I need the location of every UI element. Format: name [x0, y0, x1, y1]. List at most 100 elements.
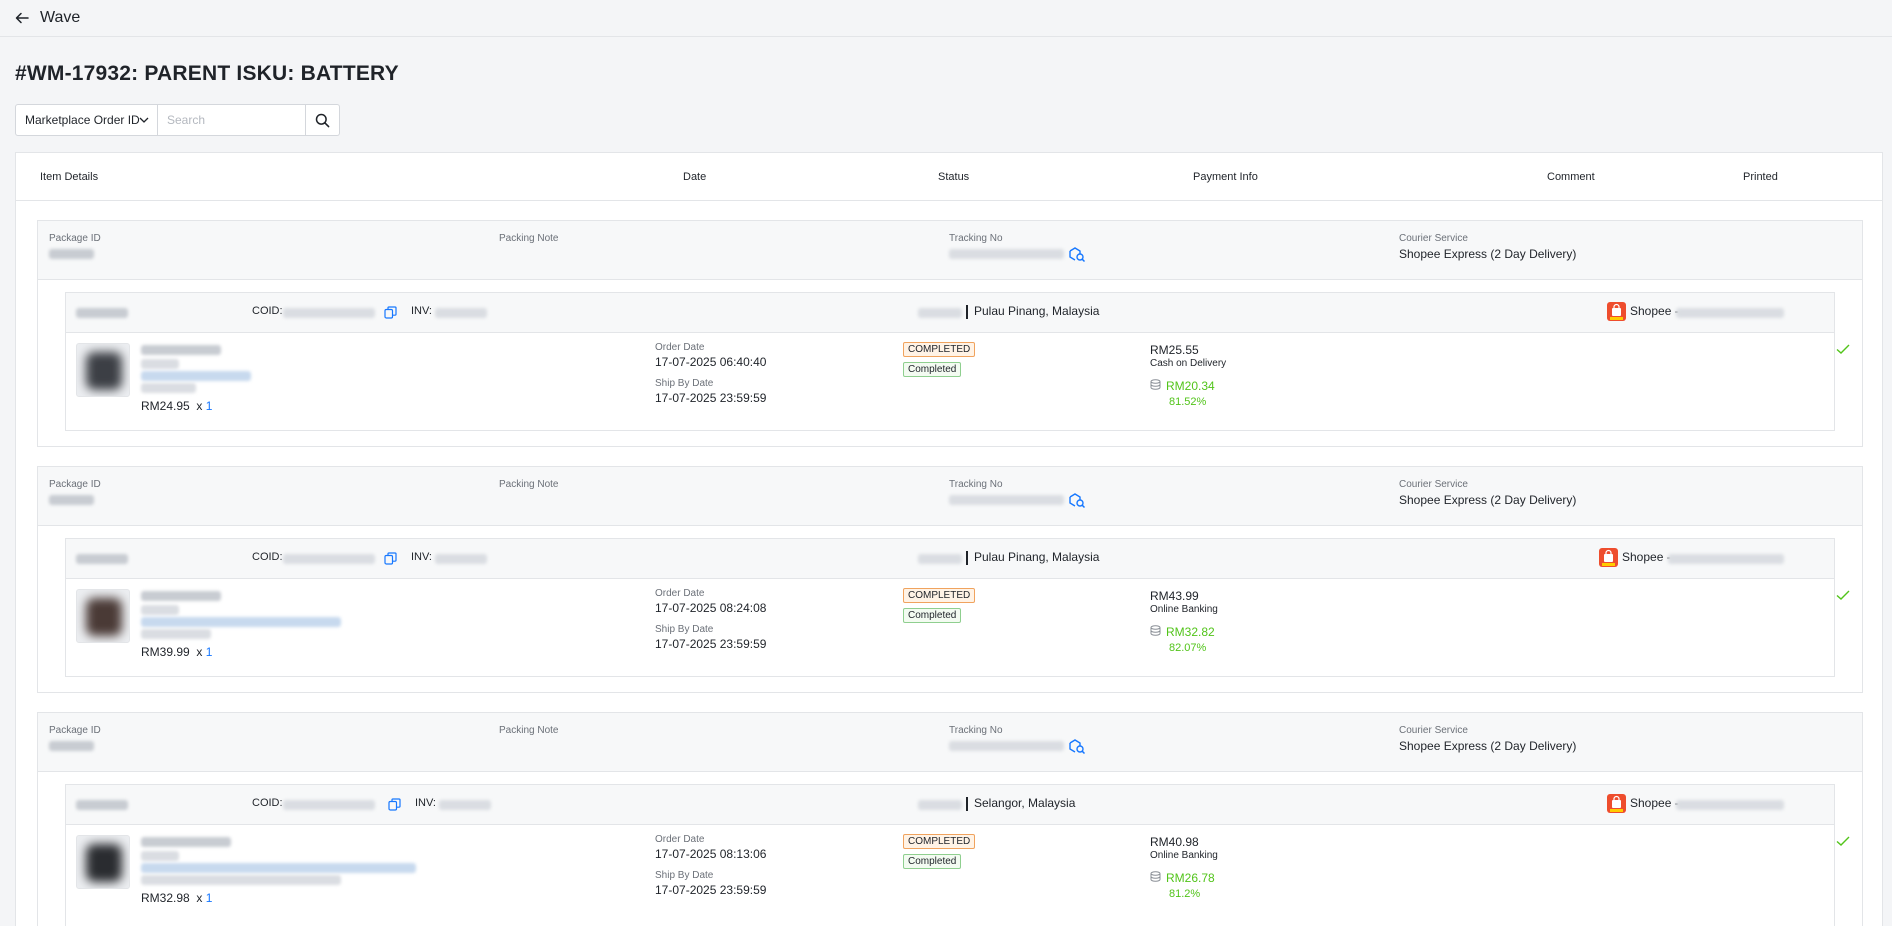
packing-note-label: Packing Note [499, 233, 559, 244]
ship-by-date-label: Ship By Date [655, 870, 714, 881]
courier-service-label: Courier Service [1399, 479, 1468, 490]
product-sku [141, 851, 179, 861]
item-price-qty: RM39.99 x 1 [141, 645, 212, 659]
copy-icon[interactable] [388, 798, 401, 811]
tracking-no-label: Tracking No [949, 725, 1003, 736]
search-field-label: Marketplace Order ID [25, 113, 140, 127]
order-row: COID: INV: Pulau Pinang, Malaysia Shopee… [65, 538, 1850, 677]
payment-method: Online Banking [1150, 604, 1218, 615]
column-payment-info[interactable]: Payment Info [1193, 171, 1258, 183]
payment-total: RM25.55 [1150, 343, 1199, 357]
coid-label: COID: [252, 305, 283, 317]
divider [966, 551, 968, 565]
tracking-search-icon[interactable] [1068, 737, 1086, 755]
product-variant [141, 371, 251, 381]
item-qty: 1 [205, 399, 213, 413]
column-item-details[interactable]: Item Details [40, 171, 99, 183]
payment-total: RM40.98 [1150, 835, 1199, 849]
orders-panel: Item Details Date Status Payment Info Co… [15, 152, 1883, 926]
column-printed[interactable]: Printed [1743, 171, 1778, 183]
ship-by-date-value: 17-07-2025 23:59:59 [655, 637, 767, 651]
divider [966, 797, 968, 811]
courier-service-label: Courier Service [1399, 725, 1468, 736]
package-id-value [49, 495, 94, 505]
status-badge-marketplace: COMPLETED [903, 834, 976, 849]
order-number [76, 800, 128, 810]
arrow-left-icon[interactable] [14, 10, 30, 26]
tracking-no-value[interactable] [949, 495, 1064, 505]
status-badge-internal: Completed [903, 608, 962, 623]
product-variant [141, 863, 416, 873]
order-location: Pulau Pinang, Malaysia [974, 550, 1100, 564]
check-icon [1836, 590, 1850, 600]
order-number [76, 554, 128, 564]
package-id-value [49, 249, 94, 259]
tracking-search-icon[interactable] [1068, 491, 1086, 509]
coid-label: COID: [252, 551, 283, 563]
order-number [76, 308, 128, 318]
product-thumbnail[interactable] [76, 343, 130, 397]
product-name[interactable] [141, 591, 221, 601]
payment-net-percent: 82.07% [1169, 642, 1207, 654]
order-date-label: Order Date [655, 834, 705, 845]
customer-name [918, 800, 962, 810]
copy-icon[interactable] [384, 306, 397, 319]
chevron-down-icon [139, 117, 149, 123]
payment-total: RM43.99 [1150, 589, 1199, 603]
shopee-icon [1607, 302, 1626, 321]
payment-method: Online Banking [1150, 850, 1218, 861]
courier-service-value: Shopee Express (2 Day Delivery) [1399, 739, 1577, 753]
payment-net-percent: 81.52% [1169, 396, 1207, 408]
product-sku [141, 359, 179, 369]
column-comment[interactable]: Comment [1547, 171, 1595, 183]
product-thumbnail[interactable] [76, 835, 130, 889]
qty-prefix: x [196, 645, 203, 659]
divider [966, 305, 968, 319]
table-header: Item Details Date Status Payment Info Co… [16, 153, 1882, 201]
product-variant [141, 617, 341, 627]
order-date-value: 17-07-2025 06:40:40 [655, 355, 767, 369]
product-meta [141, 383, 196, 393]
search-button[interactable] [306, 104, 340, 136]
package-header: Package ID Packing Note Tracking No Cour… [38, 713, 1862, 772]
ship-by-date-value: 17-07-2025 23:59:59 [655, 391, 767, 405]
copy-icon[interactable] [384, 552, 397, 565]
coid-value [283, 308, 375, 318]
column-date[interactable]: Date [683, 171, 707, 183]
ship-by-date-value: 17-07-2025 23:59:59 [655, 883, 767, 897]
item-price-qty: RM32.98 x 1 [141, 891, 212, 905]
order-body: RM39.99 x 1 Order Date 17-07-2025 08:24:… [66, 579, 1850, 675]
product-thumbnail[interactable] [76, 589, 130, 643]
status-badge-marketplace: COMPLETED [903, 588, 976, 603]
page-title: #WM-17932: PARENT ISKU: BATTERY [15, 62, 399, 85]
payment-method: Cash on Delivery [1150, 358, 1227, 369]
tracking-no-value[interactable] [949, 741, 1064, 751]
product-meta [141, 629, 211, 639]
column-status[interactable]: Status [938, 171, 970, 183]
order-location: Selangor, Malaysia [974, 796, 1076, 810]
store-name [1676, 800, 1784, 810]
marketplace-label: Shopee - [1630, 304, 1679, 318]
tracking-no-value[interactable] [949, 249, 1064, 259]
package-card: Package ID Packing Note Tracking No Cour… [37, 466, 1863, 693]
order-header: COID: INV: Selangor, Malaysia Shopee - [66, 785, 1834, 825]
order-date-value: 17-07-2025 08:24:08 [655, 601, 767, 615]
payment-net: RM32.82 [1166, 625, 1215, 639]
coid-value [283, 554, 375, 564]
tracking-search-icon[interactable] [1068, 245, 1086, 263]
product-name[interactable] [141, 837, 231, 847]
packing-note-label: Packing Note [499, 725, 559, 736]
package-id-label: Package ID [49, 725, 101, 736]
tracking-no-label: Tracking No [949, 479, 1003, 490]
search-field-select[interactable]: Marketplace Order ID [15, 104, 158, 136]
search-input[interactable] [158, 104, 306, 136]
product-name[interactable] [141, 345, 221, 355]
package-header: Package ID Packing Note Tracking No Cour… [38, 221, 1862, 280]
order-location: Pulau Pinang, Malaysia [974, 304, 1100, 318]
search-icon [315, 113, 330, 127]
item-price: RM32.98 [141, 891, 190, 905]
item-price: RM39.99 [141, 645, 190, 659]
qty-prefix: x [196, 891, 203, 905]
package-card: Package ID Packing Note Tracking No Cour… [37, 712, 1863, 926]
package-id-label: Package ID [49, 233, 101, 244]
